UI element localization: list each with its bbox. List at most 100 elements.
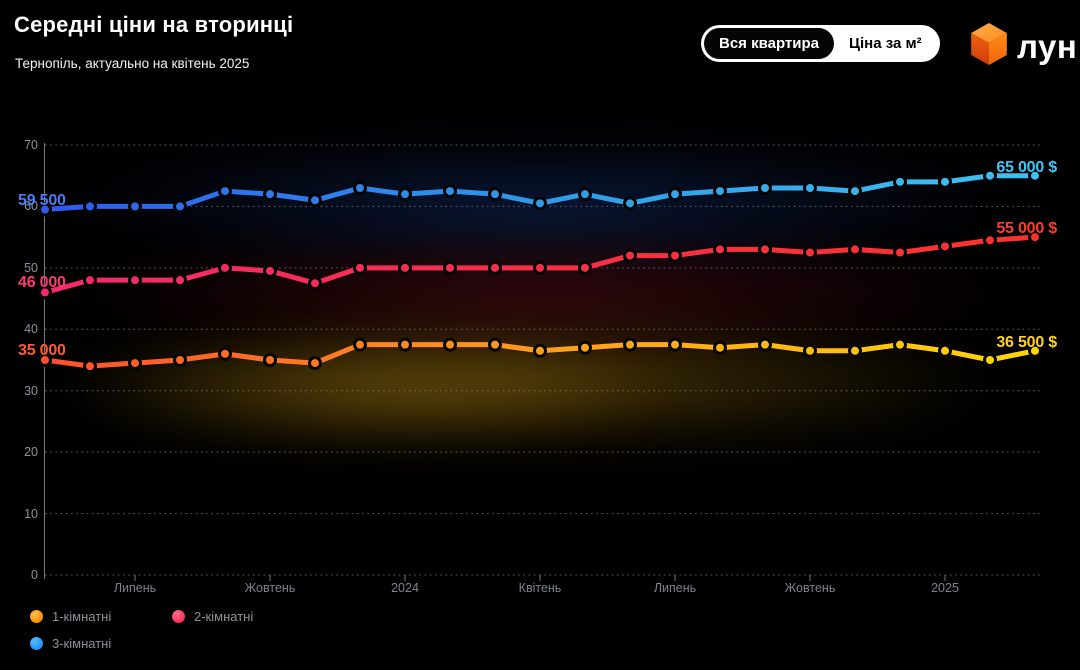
data-point[interactable] (398, 337, 412, 352)
page-subtitle: Тернопіль, актуально на квітень 2025 (15, 56, 250, 71)
series-end-label: 65 000 $ (996, 158, 1057, 176)
data-point[interactable] (83, 273, 97, 288)
data-point[interactable] (488, 187, 502, 202)
data-point[interactable] (263, 263, 277, 278)
data-point[interactable] (713, 340, 727, 355)
data-point[interactable] (353, 337, 367, 352)
data-point[interactable] (1028, 343, 1042, 358)
price-mode-toggle: Вся квартира Ціна за м² (701, 25, 940, 62)
series-end-label: 36 500 $ (996, 333, 1057, 351)
data-point[interactable] (668, 337, 682, 352)
data-point[interactable] (578, 187, 592, 202)
y-tick-label: 30 (24, 383, 38, 398)
data-point[interactable] (353, 181, 367, 195)
data-point[interactable] (938, 343, 952, 358)
data-point[interactable] (848, 242, 862, 257)
toggle-price-per-m2[interactable]: Ціна за м² (834, 28, 937, 59)
x-tick-label: 2025 (931, 581, 959, 595)
data-point[interactable] (83, 359, 97, 374)
series-end-label: 55 000 $ (996, 220, 1057, 238)
data-point[interactable] (713, 184, 727, 199)
data-point[interactable] (83, 199, 97, 214)
data-point[interactable] (398, 187, 412, 202)
data-point[interactable] (128, 199, 142, 214)
data-point[interactable] (533, 196, 547, 211)
lun-logo: лун (970, 22, 1077, 71)
data-point[interactable] (983, 168, 997, 183)
data-point[interactable] (893, 337, 907, 352)
lun-logo-text: лун (1017, 28, 1078, 65)
data-point[interactable] (938, 239, 952, 254)
data-point[interactable] (983, 353, 997, 367)
data-point[interactable] (488, 260, 502, 275)
data-point[interactable] (38, 285, 52, 300)
data-point[interactable] (173, 273, 187, 288)
data-point[interactable] (308, 193, 322, 208)
legend-item-2k: 2-кімнатні (172, 603, 253, 630)
y-tick-label: 70 (24, 138, 38, 152)
y-tick-label: 50 (24, 260, 38, 275)
data-point[interactable] (758, 337, 772, 352)
toggle-whole-apartment[interactable]: Вся квартира (704, 28, 835, 59)
data-point[interactable] (803, 245, 817, 260)
data-point[interactable] (173, 353, 187, 367)
data-point[interactable] (893, 245, 907, 260)
data-point[interactable] (218, 346, 232, 361)
data-point[interactable] (173, 199, 187, 214)
data-point[interactable] (668, 248, 682, 263)
legend-dot-3k-icon (30, 637, 43, 650)
data-point[interactable] (803, 343, 817, 358)
data-point[interactable] (533, 260, 547, 275)
data-point[interactable] (713, 242, 727, 257)
data-point[interactable] (443, 337, 457, 352)
data-point[interactable] (218, 260, 232, 275)
data-point[interactable] (533, 343, 547, 358)
data-point[interactable] (578, 340, 592, 355)
data-point[interactable] (128, 273, 142, 288)
data-point[interactable] (263, 187, 277, 202)
legend-item-1k: 1-кімнатні (30, 603, 172, 630)
legend-dot-1k-icon (30, 610, 43, 623)
series-start-label: 35 000 (18, 342, 66, 359)
data-point[interactable] (308, 276, 322, 291)
data-point[interactable] (623, 248, 637, 263)
y-tick-label: 0 (31, 568, 38, 582)
data-point[interactable] (1028, 168, 1042, 183)
y-tick-label: 10 (24, 506, 38, 521)
data-point[interactable] (938, 174, 952, 189)
data-point[interactable] (488, 337, 502, 352)
data-point[interactable] (443, 260, 457, 275)
x-tick-label: Липень (653, 581, 697, 595)
data-point[interactable] (758, 242, 772, 257)
data-point[interactable] (308, 356, 322, 371)
data-point[interactable] (983, 233, 997, 248)
data-point[interactable] (893, 174, 907, 189)
data-point[interactable] (38, 353, 52, 367)
data-point[interactable] (758, 181, 772, 195)
data-point[interactable] (353, 260, 367, 275)
data-point[interactable] (218, 184, 232, 199)
data-point[interactable] (38, 202, 52, 217)
data-point[interactable] (263, 353, 277, 367)
y-tick-label: 20 (24, 445, 38, 460)
data-point[interactable] (443, 184, 457, 199)
data-point[interactable] (128, 356, 142, 371)
legend-item-3k: 3-кімнатні (30, 630, 172, 657)
data-point[interactable] (1028, 230, 1042, 245)
y-tick-label: 60 (24, 199, 38, 214)
x-tick-label: 2024 (391, 581, 419, 595)
data-point[interactable] (803, 181, 817, 195)
data-point[interactable] (578, 260, 592, 275)
data-point[interactable] (623, 196, 637, 211)
data-point[interactable] (848, 343, 862, 358)
data-point[interactable] (668, 187, 682, 202)
data-point[interactable] (398, 260, 412, 275)
series-start-label: 59 500 (18, 191, 66, 209)
legend-dot-2k-icon (172, 610, 185, 623)
data-point[interactable] (848, 184, 862, 199)
chart-legend: 1-кімнатні 2-кімнатні 3-кімнатні (30, 603, 253, 657)
y-tick-label: 40 (24, 322, 38, 337)
data-point[interactable] (623, 337, 637, 352)
